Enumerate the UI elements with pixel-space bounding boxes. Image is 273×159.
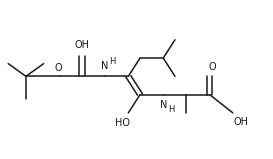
Text: O: O bbox=[55, 63, 63, 73]
Text: H: H bbox=[109, 57, 116, 66]
Text: OH: OH bbox=[75, 40, 89, 50]
Text: N: N bbox=[159, 100, 167, 110]
Text: H: H bbox=[168, 105, 174, 114]
Text: N: N bbox=[101, 61, 109, 71]
Text: O: O bbox=[209, 62, 216, 72]
Text: OH: OH bbox=[234, 118, 248, 127]
Text: HO: HO bbox=[115, 118, 130, 128]
